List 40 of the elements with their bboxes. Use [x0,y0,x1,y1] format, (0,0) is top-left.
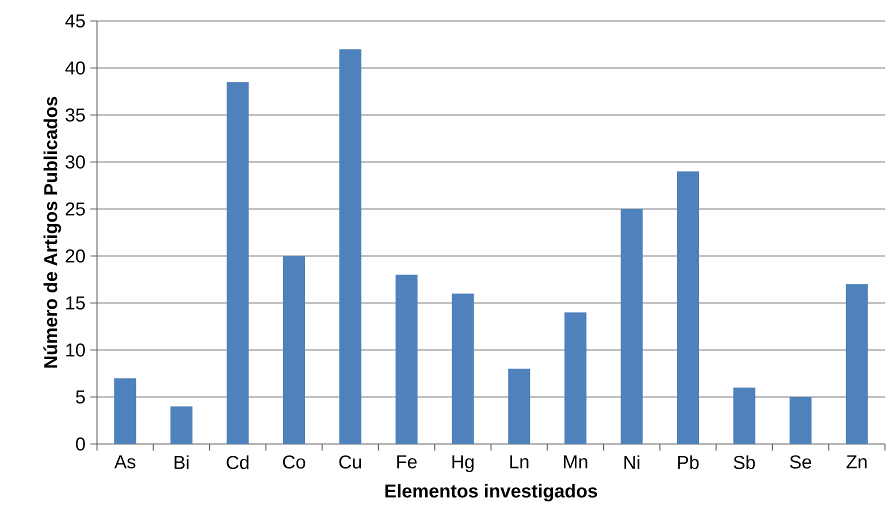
y-tick-label: 25 [66,202,85,216]
bar [396,274,418,444]
y-tick-label: 45 [65,14,85,28]
x-tick-label: Pb [678,455,699,470]
bar [339,49,362,444]
x-tick-label: Hg [452,455,474,472]
x-tick-label: Bi [174,455,188,469]
bar [114,378,136,444]
y-tick-label: 5 [76,390,85,404]
x-tick-label: Se [790,455,812,469]
bar [790,396,812,444]
bar [170,406,192,444]
y-tick-label: 40 [65,61,85,75]
bar [846,284,868,444]
x-tick-label: Co [283,455,306,469]
bar [508,368,530,444]
x-tick-label: Fe [397,455,417,468]
x-tick-label: Mn [564,455,588,468]
x-tick-label: Zn [846,455,867,468]
y-tick-label: 10 [66,343,85,357]
x-axis-title: Elementos investigados [385,484,598,502]
x-tick-label: Ln [510,455,528,468]
y-tick-label: 35 [66,108,85,122]
x-tick-label: Cu [339,455,361,469]
y-tick-label: 20 [66,249,85,263]
x-tick-label: As [114,455,136,468]
bar [226,82,249,444]
bar [283,256,306,444]
y-tick-label: 15 [66,296,85,310]
y-axis-title: Número de Artigos Publicados [43,96,62,368]
x-tick-label: Sb [734,455,755,470]
x-tick-label: Ni [624,455,640,469]
bar [564,312,586,444]
x-tick-label: Cd [226,455,248,470]
y-tick-label: 0 [76,437,85,451]
y-tick-label: 30 [66,155,85,169]
bar [733,388,756,444]
bar [452,294,474,444]
bar [620,208,643,444]
bar [677,171,700,444]
